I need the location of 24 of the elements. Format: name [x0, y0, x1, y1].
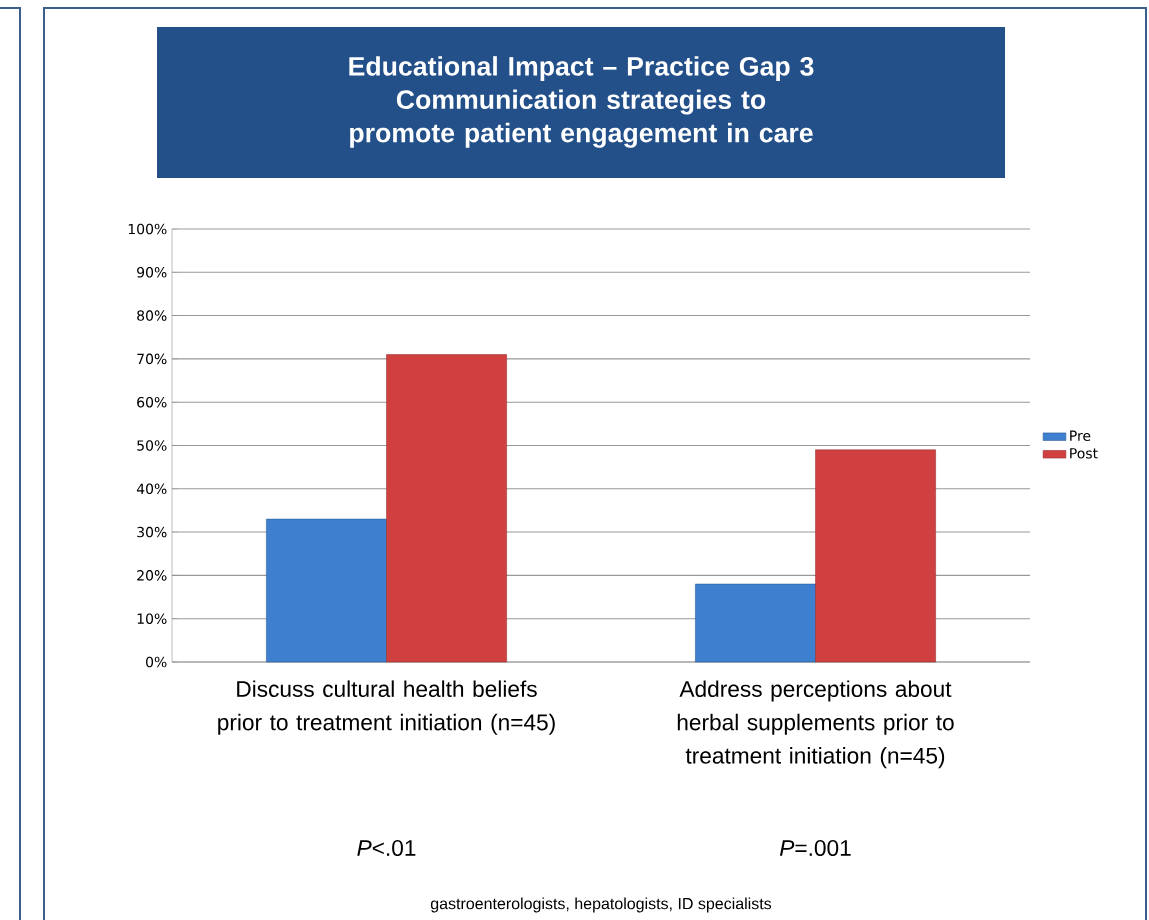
bar: [695, 583, 816, 663]
y-tick-label: 50%: [137, 440, 167, 451]
y-tick-label: 10%: [137, 613, 167, 624]
y-tick-label: 0%: [146, 656, 167, 668]
text: P=.001: [779, 839, 851, 857]
chart-title: Educational Impact – Practice Gap 3: [349, 56, 814, 82]
bar: [815, 449, 936, 663]
bar: [266, 518, 387, 663]
y-tick-label: 20%: [137, 570, 167, 581]
y-tick-label: 60%: [137, 396, 167, 408]
x-tick-label: Discuss cultural health beliefs prior to treatment initiation (n=45): [218, 680, 555, 735]
bar: [386, 354, 507, 663]
chart-subtitle: Communication strategies to promote patient engagement in care: [350, 89, 813, 148]
y-tick-label: 70%: [137, 353, 167, 365]
legend-label: Pre: [1070, 430, 1091, 442]
y-tick-label: 30%: [137, 526, 167, 538]
y-tick-label: 80%: [137, 310, 167, 321]
x-tick-label: Address perceptions about herbal supplements prior to treatment initiation (n=45): [677, 680, 954, 769]
legend-label: Post: [1070, 448, 1098, 459]
y-tick-label: 90%: [137, 266, 167, 278]
text: P<.01: [357, 839, 416, 857]
text: gastroenterologists, hepatologists, ID specialists: [430, 897, 772, 913]
y-tick-label: 40%: [136, 483, 167, 495]
y-tick-label: 100%: [128, 223, 167, 235]
